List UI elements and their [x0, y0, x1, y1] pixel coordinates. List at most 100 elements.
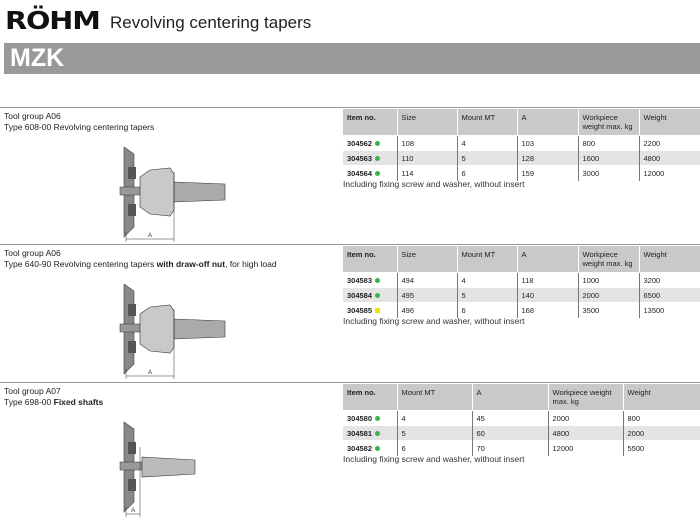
table-cell: 5: [456, 150, 517, 166]
item-number[interactable]: 304562: [347, 138, 373, 148]
type-text: Type 698-00: [4, 397, 54, 407]
table-cell: 2000: [577, 287, 639, 303]
table-row[interactable]: 304583 494 4 118 1000 3200: [343, 272, 700, 288]
table-note: Including fixing screw and washer, witho…: [343, 179, 525, 189]
item-number-cell[interactable]: 304581: [343, 425, 397, 441]
table-cell: 4800: [547, 425, 623, 441]
table-row[interactable]: 304564 114 6 159 3000 12000: [343, 165, 700, 181]
column-header: Item no.: [343, 384, 397, 411]
group-heading: Tool group A07 Type 698-00 Fixed shafts: [4, 386, 103, 408]
table-cell: 495: [396, 287, 457, 303]
type-bold-text: Fixed shafts: [53, 397, 104, 407]
item-number-cell[interactable]: 304583: [343, 272, 397, 288]
table-cell: 496: [396, 302, 457, 318]
table-note: Including fixing screw and washer, witho…: [343, 316, 525, 326]
table-row[interactable]: 304584 495 5 140 2000 6500: [343, 287, 700, 303]
item-table: Item no. Size Mount MT A Workpiece weight ma…: [343, 246, 700, 318]
table-cell: 800: [622, 410, 700, 426]
tool-group: Tool group A07: [4, 386, 61, 396]
table-cell: 168: [516, 302, 578, 318]
table-cell: 5: [396, 425, 472, 441]
item-number[interactable]: 304584: [347, 290, 373, 300]
product-drawing: A: [119, 146, 226, 242]
table-cell: 118: [516, 272, 578, 288]
dimension-label: A: [148, 370, 152, 376]
table-cell: 800: [577, 135, 639, 151]
table-cell: 103: [516, 135, 578, 151]
table-cell: 110: [396, 150, 457, 166]
table-cell: 4800: [638, 150, 700, 166]
page-title: Revolving centering tapers: [110, 13, 312, 32]
table-cell: 2000: [547, 410, 623, 426]
type-bold-text: with draw-off nut: [156, 259, 226, 269]
item-number[interactable]: 304582: [347, 443, 373, 453]
column-header: Item no.: [343, 109, 397, 136]
table-cell: 60: [471, 425, 548, 441]
table-cell: 494: [396, 272, 457, 288]
dimension-label: A: [148, 233, 152, 239]
item-number[interactable]: 304581: [347, 428, 373, 438]
availability-icon: [375, 278, 381, 284]
table-row[interactable]: 304581 5 60 4800 2000: [343, 425, 700, 441]
column-header: Workpiece weight max. kg: [577, 109, 639, 136]
table-row[interactable]: 304582 6 70 12000 5500: [343, 440, 700, 456]
product-code: MZK: [10, 44, 65, 72]
table-row[interactable]: 304585 496 6 168 3500 13500: [343, 302, 700, 318]
table-header: Item no. Size Mount MT A Workpiece weight ma…: [343, 109, 700, 136]
type-suffix: , for high load: [225, 259, 277, 269]
product-drawing: A: [119, 283, 226, 379]
table-cell: 3500: [577, 302, 639, 318]
column-header: Weight: [638, 109, 700, 136]
table-cell: 4: [456, 272, 517, 288]
item-number[interactable]: 304563: [347, 153, 373, 163]
column-header: Item no.: [343, 246, 397, 273]
table-cell: 13500: [638, 302, 700, 318]
column-header: A: [516, 109, 578, 136]
item-number[interactable]: 304585: [347, 305, 373, 315]
table-cell: 70: [471, 440, 548, 456]
item-table: Item no. Size Mount MT A Workpiece weight ma…: [343, 109, 700, 181]
item-number-cell[interactable]: 304584: [343, 287, 397, 303]
availability-icon: [375, 141, 381, 147]
table-cell: 108: [396, 135, 457, 151]
table-cell: 2000: [622, 425, 700, 441]
dimension-label: A: [131, 508, 135, 514]
item-number[interactable]: 304580: [347, 413, 373, 423]
item-number-cell[interactable]: 304562: [343, 135, 397, 151]
column-header: Mount MT: [456, 246, 517, 273]
table-row[interactable]: 304563 110 5 128 1600 4800: [343, 150, 700, 166]
item-number-cell[interactable]: 304563: [343, 150, 397, 166]
type-line: Type 608-00 Revolving centering tapers: [4, 122, 154, 133]
column-header: Workpiece weight max. kg: [547, 384, 623, 411]
table-cell: 5500: [622, 440, 700, 456]
column-header: Weight: [622, 384, 700, 411]
product-section: Tool group A06 Type 640-90 Revolving cen…: [0, 244, 700, 381]
type-text: Type 608-00 Revolving centering tapers: [4, 122, 155, 132]
product-section: Tool group A07 Type 698-00 Fixed shafts …: [0, 382, 700, 519]
table-cell: 3200: [638, 272, 700, 288]
table-cell: 6500: [638, 287, 700, 303]
availability-icon: [375, 431, 381, 437]
table-row[interactable]: 304562 108 4 103 800 2200: [343, 135, 700, 151]
table-cell: 4: [396, 410, 472, 426]
item-number-cell[interactable]: 304580: [343, 410, 397, 426]
table-cell: 128: [516, 150, 578, 166]
table-cell: 6: [456, 165, 517, 181]
table-cell: 4: [456, 135, 517, 151]
column-header: Size: [396, 109, 457, 136]
item-number[interactable]: 304564: [347, 168, 373, 178]
item-number-cell[interactable]: 304585: [343, 302, 397, 318]
type-line: Type 698-00 Fixed shafts: [4, 397, 103, 408]
column-header: A: [516, 246, 578, 273]
table-cell: 3000: [577, 165, 639, 181]
availability-icon: [375, 171, 381, 177]
table-cell: 1600: [577, 150, 639, 166]
column-header: Weight: [638, 246, 700, 273]
table-row[interactable]: 304580 4 45 2000 800: [343, 410, 700, 426]
product-drawing: A: [119, 421, 196, 517]
item-number[interactable]: 304583: [347, 275, 373, 285]
item-number-cell[interactable]: 304564: [343, 165, 397, 181]
item-number-cell[interactable]: 304582: [343, 440, 397, 456]
column-header: Mount MT: [396, 384, 472, 411]
item-table: Item no. Mount MT A Workpiece weight max. k…: [343, 384, 700, 456]
